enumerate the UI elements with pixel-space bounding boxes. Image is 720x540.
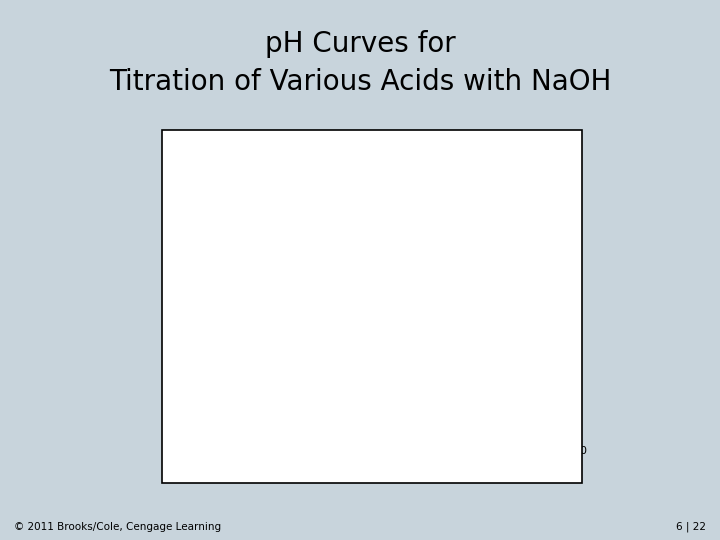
Text: © 2011 Brooks/Cole, Cengage Learning: © 2011 Brooks/Cole, Cengage Learning bbox=[14, 522, 222, 532]
Y-axis label: pH: pH bbox=[171, 276, 184, 293]
Text: $K_a = 10^{-8}$: $K_a = 10^{-8}$ bbox=[378, 225, 431, 243]
Text: 6 | 22: 6 | 22 bbox=[675, 522, 706, 532]
Text: Titration of Various Acids with NaOH: Titration of Various Acids with NaOH bbox=[109, 68, 611, 96]
X-axis label: Vol 0.10 $\mathit{M}$ NaOH added (mL): Vol 0.10 $\mathit{M}$ NaOH added (mL) bbox=[315, 462, 488, 477]
Text: pH Curves for: pH Curves for bbox=[265, 30, 455, 58]
Text: $K_a = 10^{-10}$: $K_a = 10^{-10}$ bbox=[378, 173, 436, 191]
Text: $K_a = 10^{-2}$: $K_a = 10^{-2}$ bbox=[378, 356, 431, 374]
Bar bbox=[515, 132, 536, 437]
Text: $K_a = 10^{-4}$: $K_a = 10^{-4}$ bbox=[378, 315, 431, 334]
Text: $K_a = 10^{-6}$: $K_a = 10^{-6}$ bbox=[378, 270, 431, 288]
Text: Strong acid: Strong acid bbox=[402, 418, 467, 428]
